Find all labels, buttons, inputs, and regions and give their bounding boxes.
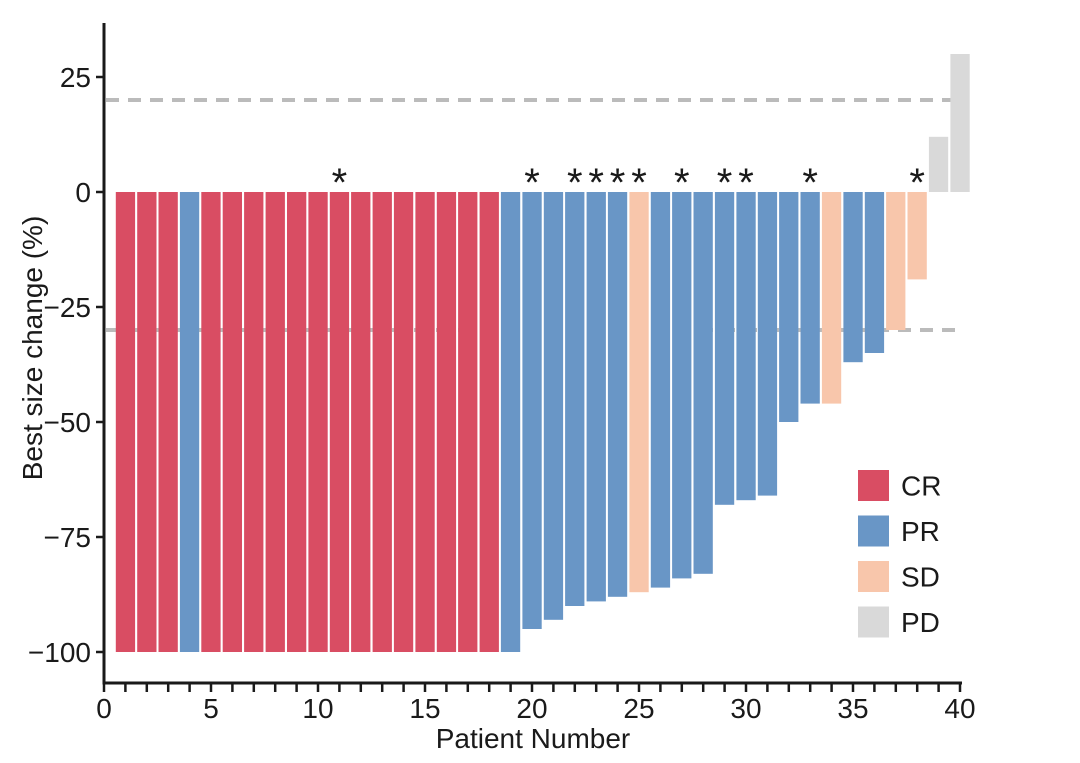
bar-patient-6-cr <box>222 192 242 652</box>
x-tick-label-10: 10 <box>302 693 333 724</box>
legend-swatch-sd <box>858 561 889 592</box>
legend-swatch-pr <box>858 515 889 547</box>
bar-patient-24-pr <box>607 192 628 597</box>
bar-patient-39-pd <box>928 136 949 192</box>
y-axis-title: Best size change (%) <box>17 216 48 481</box>
x-tick-label-5: 5 <box>203 693 219 724</box>
bar-patient-30-pr <box>736 192 756 501</box>
bar-patient-1-cr <box>115 192 136 652</box>
legend-label-cr: CR <box>901 471 941 502</box>
bar-patient-7-cr <box>244 192 264 652</box>
bar-patient-31-pr <box>757 192 778 496</box>
bar-patient-2-cr <box>137 192 157 652</box>
bar-patient-8-cr <box>265 192 285 652</box>
bar-patient-36-pr <box>864 192 885 353</box>
y-tick-label-0: 25 <box>60 62 91 93</box>
bar-patient-5-cr <box>201 192 221 652</box>
annotation-asterisk-patient-23: * <box>588 161 604 205</box>
bar-patient-34-sd <box>821 192 842 404</box>
bar-patient-12-cr <box>351 192 371 652</box>
y-tick-label-4: −75 <box>44 522 92 553</box>
x-tick-label-20: 20 <box>516 693 547 724</box>
x-tick-label-25: 25 <box>623 693 654 724</box>
bar-patient-18-cr <box>479 192 499 652</box>
bar-patient-29-pr <box>714 192 735 505</box>
x-tick-label-40: 40 <box>944 693 975 724</box>
bar-patient-10-cr <box>308 192 328 652</box>
x-axis-title: Patient Number <box>436 723 631 754</box>
x-tick-label-30: 30 <box>730 693 761 724</box>
annotation-asterisk-patient-33: * <box>802 161 818 205</box>
bar-patient-28-pr <box>693 192 713 574</box>
x-tick-label-15: 15 <box>409 693 440 724</box>
y-tick-label-3: −50 <box>44 407 92 438</box>
annotation-asterisk-patient-20: * <box>524 161 540 205</box>
legend-label-pr: PR <box>901 516 940 547</box>
bar-patient-32-pr <box>779 192 799 422</box>
bar-patient-15-cr <box>415 192 435 652</box>
bar-patient-9-cr <box>287 192 307 652</box>
annotation-asterisk-patient-25: * <box>631 161 647 205</box>
annotation-asterisk-patient-27: * <box>674 161 690 205</box>
bar-patient-33-pr <box>800 192 820 404</box>
y-tick-label-1: 0 <box>75 177 91 208</box>
y-tick-label-2: −25 <box>44 292 92 323</box>
legend-swatch-cr <box>858 470 889 501</box>
annotation-asterisk-patient-11: * <box>332 161 348 205</box>
legend-swatch-pd <box>858 606 889 638</box>
annotation-asterisk-patient-29: * <box>717 161 733 205</box>
bar-patient-27-pr <box>672 192 692 579</box>
annotation-asterisk-patient-38: * <box>909 161 925 205</box>
bar-patient-13-cr <box>372 192 392 652</box>
annotation-asterisk-patient-22: * <box>567 161 583 205</box>
bar-patient-3-cr <box>158 192 178 652</box>
bar-patient-26-pr <box>650 192 671 588</box>
bar-patient-37-sd <box>886 192 906 330</box>
bar-patient-11-cr <box>329 192 350 652</box>
bar-patient-23-pr <box>586 192 606 602</box>
y-tick-label-5: −100 <box>28 637 91 668</box>
bar-patient-38-sd <box>907 192 927 280</box>
x-tick-label-35: 35 <box>837 693 868 724</box>
bar-patient-19-pr <box>500 192 521 652</box>
bar-patient-35-pr <box>843 192 863 363</box>
bar-patient-14-cr <box>393 192 414 652</box>
bar-patient-25-sd <box>629 192 649 593</box>
legend-label-pd: PD <box>901 607 940 638</box>
bar-patient-16-cr <box>436 192 457 652</box>
annotation-asterisk-patient-24: * <box>610 161 626 205</box>
bar-patient-22-pr <box>565 192 585 606</box>
legend-label-sd: SD <box>901 562 940 593</box>
bar-patient-40-pd <box>950 54 970 192</box>
bar-patient-21-pr <box>543 192 564 620</box>
bar-patient-17-cr <box>458 192 478 652</box>
bar-patient-20-pr <box>522 192 542 629</box>
x-tick-label-0: 0 <box>96 693 112 724</box>
bar-patient-4-pr <box>179 192 200 652</box>
annotation-asterisk-patient-30: * <box>738 161 754 205</box>
